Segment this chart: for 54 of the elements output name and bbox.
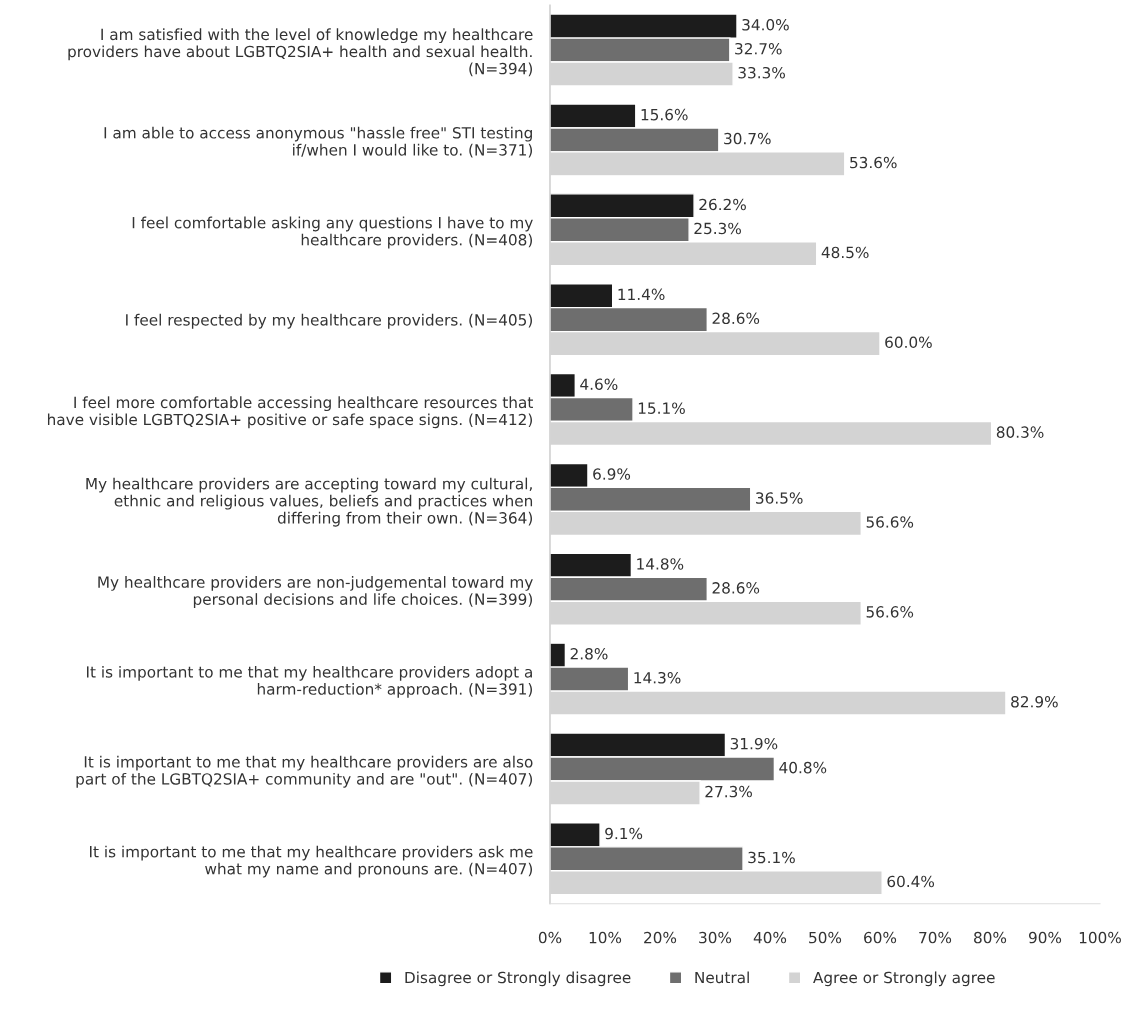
data-label: 15.1% (638, 402, 685, 414)
y-tick-label: It is important to me that my healthcare providers are also part of the LGBTQ2SIA+ community and are "out". (N=407) (76, 755, 533, 788)
data-label: 9.1% (605, 827, 643, 840)
data-label: 15.6% (641, 108, 688, 121)
legend-label: Neutral (695, 971, 749, 984)
y-tick-label: I feel more comfortable accessing healthcare resources that have visible LGBTQ2SIA+ positive or safe space signs. (N=412) (47, 396, 533, 429)
data-label: 34.0% (742, 18, 789, 31)
data-label: 30.7% (724, 132, 771, 145)
y-tick-label: My healthcare providers are accepting toward my cultural, ethnic and religious values, beliefs and practices when differing from their own. (N=364) (86, 477, 533, 527)
x-tick-label: 90% (1028, 931, 1062, 944)
x-tick-label: 50% (809, 931, 842, 944)
data-label: 35.1% (748, 851, 795, 864)
y-tick-label: I feel respected by my healthcare providers. (N=405) (126, 313, 532, 329)
legend-label: Disagree or Strongly disagree (405, 971, 631, 987)
data-label: 6.9% (593, 468, 631, 480)
x-tick-label: 30% (699, 931, 732, 944)
data-label: 56.6% (866, 606, 914, 618)
x-tick-label: 20% (644, 931, 677, 944)
x-tick-label: 60% (864, 931, 897, 944)
y-tick-label: My healthcare providers are non-judgemental toward my personal decisions and life choices. (N=399) (98, 576, 533, 608)
data-label: 14.8% (637, 558, 684, 570)
data-label: 25.3% (694, 222, 741, 235)
data-label: 2.8% (570, 648, 608, 660)
data-label: 60.0% (885, 336, 932, 349)
x-tick-label: 80% (974, 931, 1007, 944)
x-tick-label: 70% (919, 931, 952, 944)
y-tick-label: I am satisfied with the level of knowledge my healthcare providers have about LGBTQ2SIA+ health and sexual health. (N=394) (68, 28, 533, 77)
x-tick-label: 40% (753, 931, 787, 944)
data-label: 32.7% (735, 42, 782, 55)
x-tick-label: 10% (589, 931, 622, 944)
data-label: 28.6% (712, 582, 760, 594)
data-label: 40.8% (779, 761, 827, 774)
data-label: 26.2% (699, 198, 746, 211)
data-label: 31.9% (730, 737, 778, 750)
data-label: 27.3% (705, 785, 752, 798)
data-label: 14.3% (634, 671, 681, 684)
data-label: 80.3% (996, 426, 1044, 438)
data-label: 82.9% (1011, 695, 1058, 708)
x-tick-label: 100% (1079, 931, 1121, 944)
data-label: 56.6% (866, 516, 914, 528)
legend-label: Agree or Strongly agree (813, 971, 995, 987)
data-label: 36.5% (756, 492, 803, 504)
data-label: 11.4% (618, 288, 665, 301)
data-label: 4.6% (580, 378, 618, 390)
y-tick-label: It is important to me that my healthcare providers ask me what my name and pronouns are. (N=407) (90, 845, 533, 878)
data-label: 28.6% (712, 312, 760, 325)
data-label: 60.4% (887, 875, 935, 888)
x-tick-label: 0% (538, 931, 562, 944)
data-label: 33.3% (738, 66, 785, 79)
data-label: 48.5% (821, 246, 869, 259)
y-tick-label: It is important to me that my healthcare providers adopt a harm-reduction* approach. (N=391) (86, 665, 533, 698)
data-label: 53.6% (850, 156, 897, 169)
y-tick-label: I feel comfortable asking any questions I have to my healthcare providers. (N=408) (132, 216, 533, 249)
y-tick-label: I am able to access anonymous "hassle free" STI testing if/when I would like to. (N=371) (104, 126, 533, 158)
